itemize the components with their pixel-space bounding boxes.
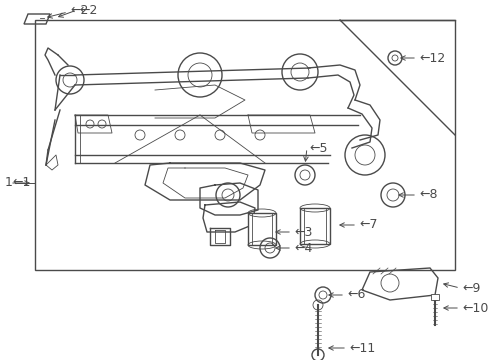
Text: ←4: ←4 <box>294 242 313 255</box>
Bar <box>248 213 276 245</box>
Text: ←7: ←7 <box>359 219 377 231</box>
Text: ←3: ←3 <box>294 225 313 238</box>
Text: ←5: ←5 <box>309 141 327 154</box>
Text: 1: 1 <box>5 176 13 189</box>
Text: ←2: ←2 <box>70 4 88 18</box>
Text: ←8: ←8 <box>419 189 438 202</box>
Bar <box>431 294 439 300</box>
Text: ←11: ←11 <box>349 342 375 355</box>
Bar <box>300 208 330 244</box>
Bar <box>35 20 455 270</box>
Text: ←2: ←2 <box>79 4 98 17</box>
Text: ←10: ←10 <box>462 302 489 315</box>
Text: ←6: ←6 <box>347 288 366 302</box>
Text: ←9: ←9 <box>462 282 480 294</box>
Text: ←1: ←1 <box>12 176 30 189</box>
Text: ←12: ←12 <box>419 51 445 64</box>
